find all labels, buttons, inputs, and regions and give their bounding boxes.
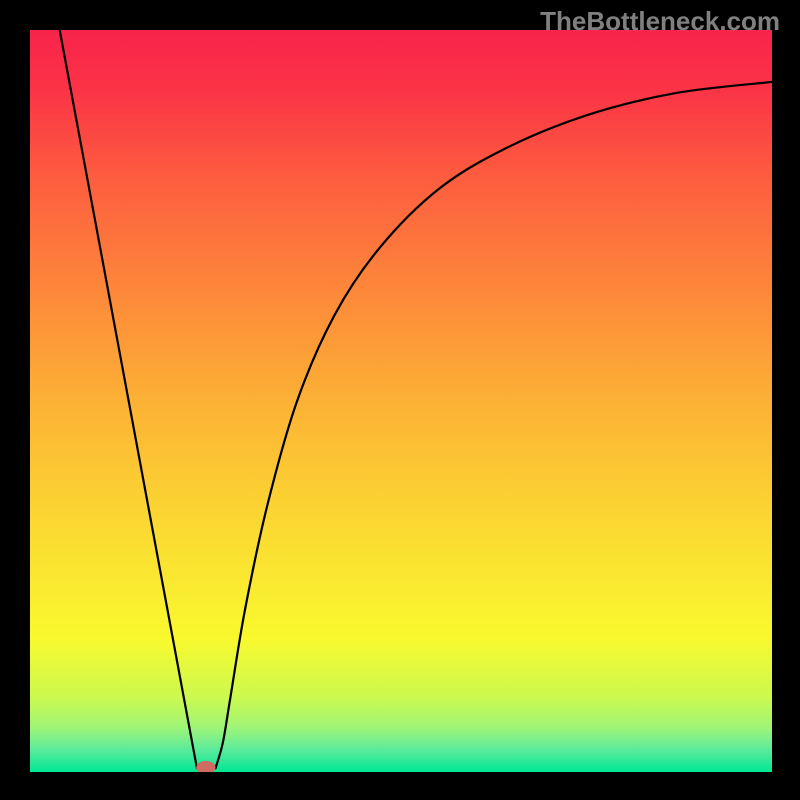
watermark-text: TheBottleneck.com [540, 6, 780, 37]
gradient-background [30, 30, 772, 772]
plot-area [30, 30, 772, 772]
chart-svg [30, 30, 772, 772]
